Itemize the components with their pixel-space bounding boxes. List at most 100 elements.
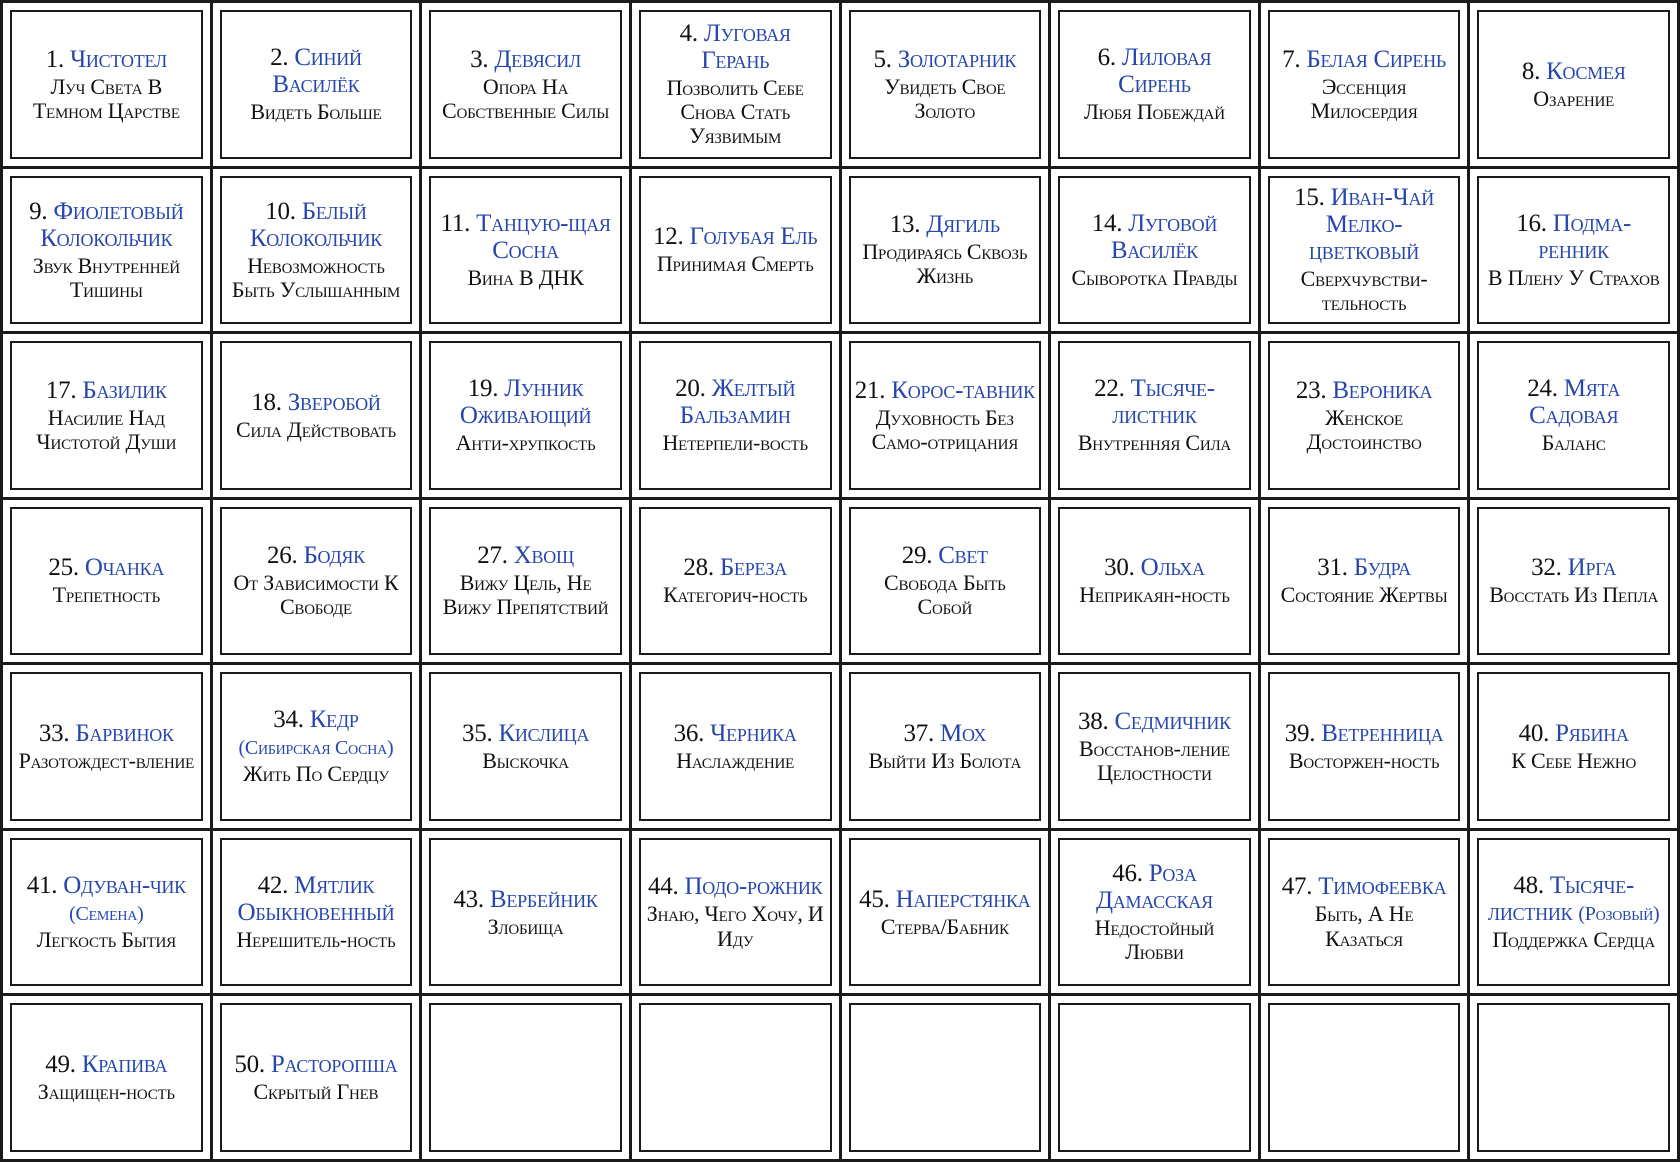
card: 23. Вероника Женское Достоинство xyxy=(1260,334,1468,497)
card-name: Базилик xyxy=(82,376,167,404)
card-description: Восстанов-ление Целостности xyxy=(1079,735,1230,786)
card-name: Чистотел xyxy=(69,45,167,73)
card: 24. Мята Садовая Баланс xyxy=(1470,334,1677,497)
card-title: 25. Очанка xyxy=(48,554,164,581)
card: 31. Будра Состояние Жертвы xyxy=(1260,499,1468,663)
card-number: 6. xyxy=(1097,44,1117,72)
card-name: Синий Василёк xyxy=(272,44,362,99)
card-name: Одуван-чик xyxy=(63,872,186,900)
card-name: Ветренница xyxy=(1321,719,1444,747)
card-frame: 40. Рябина К Себе Нежно xyxy=(1477,672,1670,821)
card-name: Мох xyxy=(940,719,987,747)
card-frame: 11. Танцую-щая Сосна Вина В ДНК xyxy=(429,175,622,325)
card-number: 15. xyxy=(1294,184,1325,212)
card-frame xyxy=(429,1003,622,1152)
card-description: От Зависимости К Свободе xyxy=(233,570,399,620)
card-number: 43. xyxy=(453,885,484,913)
card-title: 21. Корос-тавник xyxy=(855,377,1035,404)
card-description: Нерешитель-ность xyxy=(236,927,396,953)
card-description: Трепетность xyxy=(52,582,161,608)
card-title: 10. Белый Колокольчик xyxy=(226,198,407,252)
card-description: Духовность Без Само-отрицания xyxy=(871,404,1019,454)
card: 35. Кислица Выскочка xyxy=(422,665,629,828)
card-frame xyxy=(848,1003,1042,1152)
card: 46. Роза Дамасская Недостойный Любви xyxy=(1051,830,1258,994)
card-description: Анти-хрупкость xyxy=(455,430,596,456)
card-description: Стерва/Бабник xyxy=(880,913,1009,939)
card-number: 1. xyxy=(45,45,65,73)
card: 41. Одуван-чик (Семена) Легкость Бытия xyxy=(3,830,210,994)
card: 19. Лунник Оживающий Анти-хрупкость xyxy=(422,334,629,497)
card-description: Опора На Собственные Силы xyxy=(442,73,610,123)
card-name: Танцую-щая Сосна xyxy=(476,209,611,264)
card-title: 46. Роза Дамасская xyxy=(1064,860,1245,914)
card-frame: 33. Барвинок Разотождест-вление xyxy=(10,672,203,821)
card-title: 24. Мята Садовая xyxy=(1483,375,1664,429)
card-name: Иван-Чай Мелко-цветковый xyxy=(1309,184,1435,266)
card: 1. Чистотел Луч Света В Темном Царстве xyxy=(3,3,210,166)
card-frame: 49. Крапива Защищен-ность xyxy=(10,1003,203,1152)
card: 2. Синий Василёк Видеть Больше xyxy=(212,3,420,166)
card-frame: 32. Ирга Восстать Из Пепла xyxy=(1477,506,1670,656)
card-name: Лиловая Сирень xyxy=(1118,44,1212,99)
card-title: 48. Тысяче-листник (Розовый) xyxy=(1483,872,1664,926)
card-number: 16. xyxy=(1516,209,1547,237)
card: 20. Желтый Бальзамин Нетерпели-вость xyxy=(631,334,839,497)
card-number: 22. xyxy=(1094,375,1125,403)
card-frame: 30. Ольха Неприкаян-ность xyxy=(1058,506,1251,656)
card-name: Голубая Ель xyxy=(689,223,818,251)
card-name: Мята Садовая xyxy=(1529,375,1621,430)
card-name: Лунник Оживающий xyxy=(459,375,592,430)
card: 33. Барвинок Разотождест-вление xyxy=(3,665,210,828)
card-description: Состояние Жертвы xyxy=(1280,582,1448,608)
card-name: Фиолетовый Колокольчик xyxy=(40,197,184,252)
card-frame xyxy=(638,1003,832,1152)
card-description: Сыворотка Правды xyxy=(1071,264,1238,290)
card-frame: 37. Мох Выйти Из Болота xyxy=(848,672,1042,821)
card-title: 6. Лиловая Сирень xyxy=(1064,44,1245,98)
card-description: Вина В ДНК xyxy=(467,264,584,290)
card: 22. Тысяче-листник Внутренняя Сила xyxy=(1051,334,1258,497)
card-number: 13. xyxy=(889,211,921,239)
card: 27. Хвощ Вижу Цель, Не Вижу Препятствий xyxy=(422,499,629,663)
card-number: 50. xyxy=(234,1051,265,1079)
card-title: 42. Мятлик Обыкновенный xyxy=(226,872,407,926)
card-name: Черника xyxy=(710,719,797,747)
card-title: 27. Хвощ xyxy=(477,542,574,569)
card: 32. Ирга Восстать Из Пепла xyxy=(1470,499,1677,663)
card: 9. Фиолетовый Колокольчик Звук Внутренне… xyxy=(3,168,210,332)
card-description: Легкость Бытия xyxy=(36,927,177,953)
card-name: Вербейник xyxy=(489,885,598,913)
card-title: 39. Ветренница xyxy=(1285,720,1444,747)
card-title: 1. Чистотел xyxy=(46,46,167,73)
card: 5. Золотарник Увидеть Свое Золото xyxy=(841,3,1049,166)
card-title: 33. Барвинок xyxy=(39,720,174,747)
card-description: Поддержка Сердца xyxy=(1492,927,1655,953)
card-name: Луговой Василёк xyxy=(1110,209,1218,264)
card-description: Женское Достоинство xyxy=(1306,404,1422,454)
card-name: Крапива xyxy=(81,1051,168,1079)
card-title: 45. Наперстянка xyxy=(859,886,1031,913)
card-title: 28. Береза xyxy=(683,554,787,581)
card-description: Луч Света В Темном Царстве xyxy=(32,73,180,123)
card: 11. Танцую-щая Сосна Вина В ДНК xyxy=(422,168,629,332)
card-description: Восторжен-ность xyxy=(1288,747,1440,773)
card-frame: 4. Луговая Герань Позволить Себе Снова С… xyxy=(638,10,832,159)
card-frame: 44. Подо-рожник Знаю, Чего Хочу, И Иду xyxy=(638,837,832,987)
card-number: 27. xyxy=(477,542,508,570)
card-frame: 25. Очанка Трепетность xyxy=(10,506,203,656)
card-number: 20. xyxy=(675,375,706,403)
card-number: 3. xyxy=(470,45,489,73)
card-number: 29. xyxy=(901,542,933,570)
card-number: 18. xyxy=(251,388,282,416)
card-description: Продираясь Сквозь Жизнь xyxy=(862,239,1028,289)
card: 12. Голубая Ель Принимая Смерть xyxy=(631,168,839,332)
card-frame: 39. Ветренница Восторжен-ность xyxy=(1267,672,1461,821)
card: 8. Космея Озарение xyxy=(1470,3,1677,166)
card-name: Очанка xyxy=(84,554,165,582)
card-title: 7. Белая Сирень xyxy=(1282,46,1446,73)
card-frame: 16. Подма-ренник В Плену У Страхов xyxy=(1477,175,1670,325)
card-frame: 43. Вербейник Злобища xyxy=(429,837,622,987)
card-frame: 26. Бодяк От Зависимости К Свободе xyxy=(219,506,413,656)
